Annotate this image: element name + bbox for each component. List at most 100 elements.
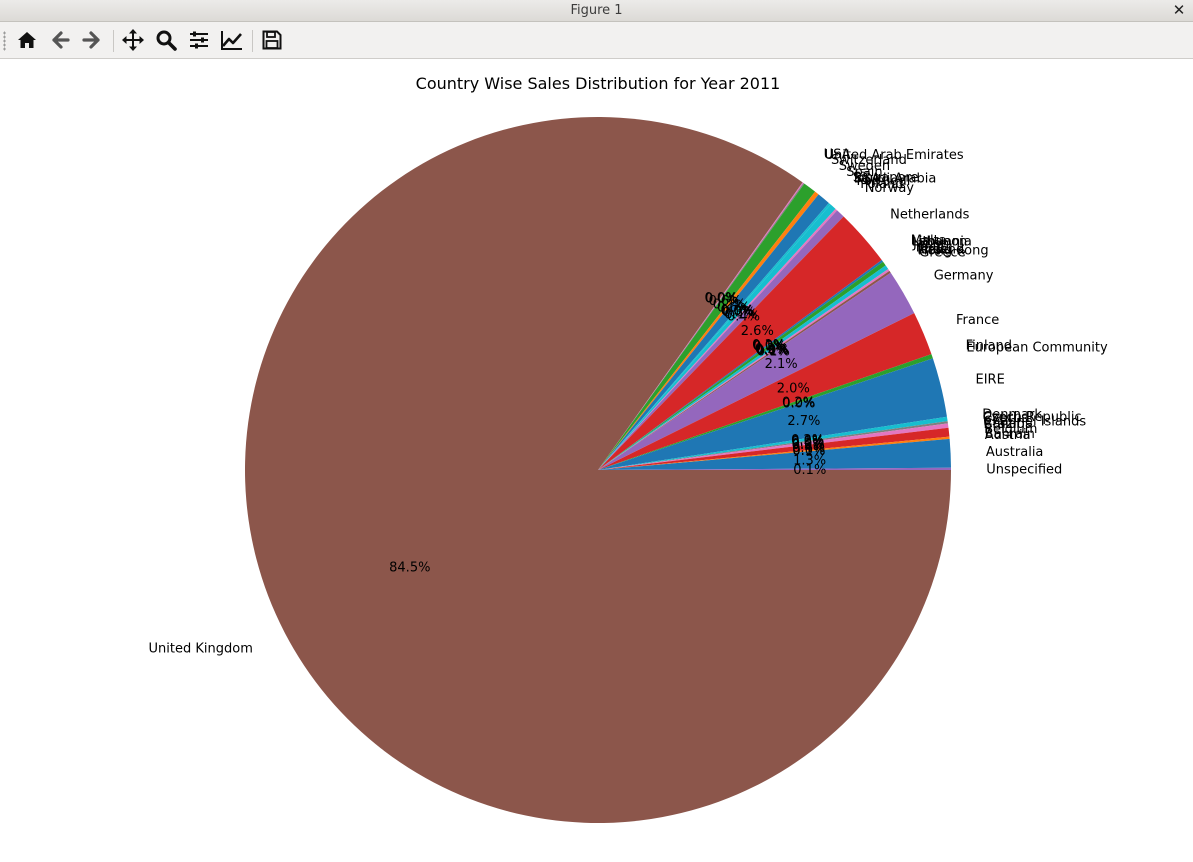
slice-percent-label: 0.0% xyxy=(705,292,738,307)
slice-percent-label: 0.1% xyxy=(792,444,825,459)
slice-percent-label: 0.0% xyxy=(791,434,824,449)
window-title: Figure 1 xyxy=(570,3,623,18)
slice-percent-label: 0.1% xyxy=(724,307,757,322)
pie-slice xyxy=(598,202,831,470)
slice-percent-label: 0.2% xyxy=(782,395,815,410)
slice-label: Saudi Arabia xyxy=(854,171,937,186)
slice-percent-label: 0.6% xyxy=(717,301,750,316)
back-button[interactable] xyxy=(46,26,74,54)
slice-label: Lebanon xyxy=(912,235,968,250)
slice-percent-label: 0.2% xyxy=(713,297,746,312)
slice-label: Unspecified xyxy=(986,462,1062,477)
pie-slice xyxy=(598,260,884,470)
slice-label: Spain xyxy=(846,165,882,180)
slice-label: Sweden xyxy=(839,159,890,174)
slice-label: France xyxy=(956,313,999,328)
toolbar-separator xyxy=(113,30,114,52)
pan-button[interactable] xyxy=(119,26,147,54)
slice-percent-label: 0.0% xyxy=(792,444,825,459)
slice-label: Cyprus xyxy=(983,411,1029,426)
pie-slice xyxy=(598,467,951,470)
slice-label: Norway xyxy=(865,181,915,196)
slice-label: Germany xyxy=(934,268,994,283)
slice-percent-label: 0.0% xyxy=(752,339,785,354)
pie-slice xyxy=(598,182,805,470)
save-button[interactable] xyxy=(258,26,286,54)
slice-percent-label: 0.0% xyxy=(792,438,825,453)
slice-percent-label: 0.0% xyxy=(721,304,754,319)
slice-label: Austria xyxy=(985,428,1031,443)
slice-label: Iceland xyxy=(917,243,964,258)
slice-label: Switzerland xyxy=(831,153,907,168)
sliders-icon xyxy=(190,31,208,49)
slice-label: Portugal xyxy=(857,174,911,189)
configure-subplots-button[interactable] xyxy=(185,26,213,54)
slice-label: United Kingdom xyxy=(149,642,253,657)
slice-percent-label: 1.3% xyxy=(793,454,826,469)
slice-label: USA xyxy=(824,147,851,162)
slice-percent-label: 0.4% xyxy=(792,441,825,456)
slice-percent-label: 0.1% xyxy=(756,344,789,359)
slice-label: Netherlands xyxy=(890,208,969,223)
slice-label: Belgium xyxy=(984,422,1037,437)
pie-slice xyxy=(598,265,889,470)
slice-percent-label: 0.2% xyxy=(792,437,825,452)
slice-percent-label: 0.0% xyxy=(782,397,815,412)
slice-label: Poland xyxy=(860,177,903,192)
toolbar-separator xyxy=(252,30,253,52)
slice-percent-label: 0.1% xyxy=(720,304,753,319)
pie-slice xyxy=(598,194,829,470)
pie-slice xyxy=(598,204,836,471)
toolbar-grip-handle[interactable] xyxy=(3,31,6,51)
slice-percent-label: 2.1% xyxy=(765,357,798,372)
slice-percent-label: 2.0% xyxy=(777,382,810,397)
slice-percent-label: 2.7% xyxy=(787,414,820,429)
pie-slice xyxy=(598,421,948,470)
slice-percent-label: 0.2% xyxy=(755,342,788,357)
close-window-button[interactable]: ✕ xyxy=(1171,1,1187,19)
figure-canvas[interactable]: Country Wise Sales Distribution for Year… xyxy=(0,59,1193,858)
pie-slice xyxy=(598,269,890,470)
pie-slice xyxy=(598,358,947,470)
slice-percent-label: 0.1% xyxy=(757,345,790,360)
pie-slice xyxy=(598,182,804,470)
slice-label: European Community xyxy=(966,341,1108,356)
arrow-left-icon xyxy=(52,31,70,49)
magnifier-icon xyxy=(156,30,177,51)
slice-label: Japan xyxy=(912,237,949,252)
move-icon xyxy=(122,29,144,51)
slice-percent-label: 0.0% xyxy=(756,343,789,358)
slice-percent-label: 0.0% xyxy=(756,343,789,358)
edit-axis-button[interactable] xyxy=(218,26,246,54)
slice-label: Israel xyxy=(917,243,953,258)
slice-label: Malta xyxy=(911,234,947,249)
slice-label: Hong Kong xyxy=(918,244,989,259)
slice-percent-label: 0.0% xyxy=(752,339,785,354)
chart-title: Country Wise Sales Distribution for Year… xyxy=(416,74,781,93)
slice-label: Australia xyxy=(986,445,1044,460)
zoom-button[interactable] xyxy=(152,26,180,54)
slice-percent-label: 0.3% xyxy=(722,306,755,321)
window-titlebar: Figure 1 ✕ xyxy=(0,0,1193,22)
pie-slice xyxy=(598,183,816,470)
slice-percent-label: 0.0% xyxy=(721,304,754,319)
slice-label: United Arab Emirates xyxy=(825,148,964,163)
slice-label: Brazil xyxy=(984,417,1020,432)
slice-percent-label: 0.2% xyxy=(791,433,824,448)
line-chart-icon xyxy=(221,31,242,50)
home-button[interactable] xyxy=(13,26,41,54)
pie-slice xyxy=(598,208,838,470)
pie-slices xyxy=(245,116,951,823)
slice-label: Lithuania xyxy=(912,235,972,250)
arrow-right-icon xyxy=(82,31,100,49)
slice-label: Greece xyxy=(919,246,965,261)
slice-label: RSA xyxy=(854,171,881,186)
pie-slice xyxy=(598,210,844,470)
slice-label: Italy xyxy=(916,240,945,255)
pie-labels: United Kingdom 84.5% USA 0.0% United Arab Em… xyxy=(149,147,1108,656)
navigation-toolbar xyxy=(0,22,1193,59)
slice-percent-label: 0.1% xyxy=(791,435,824,450)
forward-button[interactable] xyxy=(78,26,106,54)
slice-label: Bahrain xyxy=(985,427,1035,442)
slice-label: Singapore xyxy=(853,171,919,186)
